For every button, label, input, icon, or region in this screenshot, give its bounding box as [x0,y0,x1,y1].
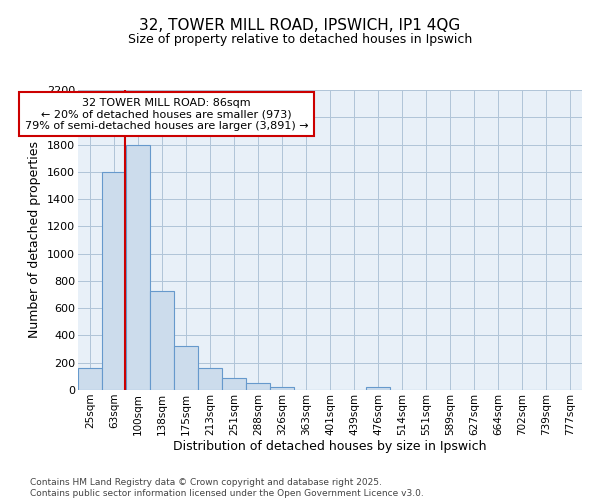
X-axis label: Distribution of detached houses by size in Ipswich: Distribution of detached houses by size … [173,440,487,454]
Bar [222,378,246,390]
Bar [174,346,198,390]
Bar [198,368,222,390]
Bar [150,291,174,390]
Bar [78,368,102,390]
Bar [246,383,270,390]
Bar [102,172,126,390]
Bar [270,386,294,390]
Text: 32, TOWER MILL ROAD, IPSWICH, IP1 4QG: 32, TOWER MILL ROAD, IPSWICH, IP1 4QG [139,18,461,32]
Bar [126,144,150,390]
Text: Contains HM Land Registry data © Crown copyright and database right 2025.
Contai: Contains HM Land Registry data © Crown c… [30,478,424,498]
Text: Size of property relative to detached houses in Ipswich: Size of property relative to detached ho… [128,32,472,46]
Text: 32 TOWER MILL ROAD: 86sqm
← 20% of detached houses are smaller (973)
79% of semi: 32 TOWER MILL ROAD: 86sqm ← 20% of detac… [25,98,308,130]
Y-axis label: Number of detached properties: Number of detached properties [28,142,41,338]
Bar [366,388,390,390]
